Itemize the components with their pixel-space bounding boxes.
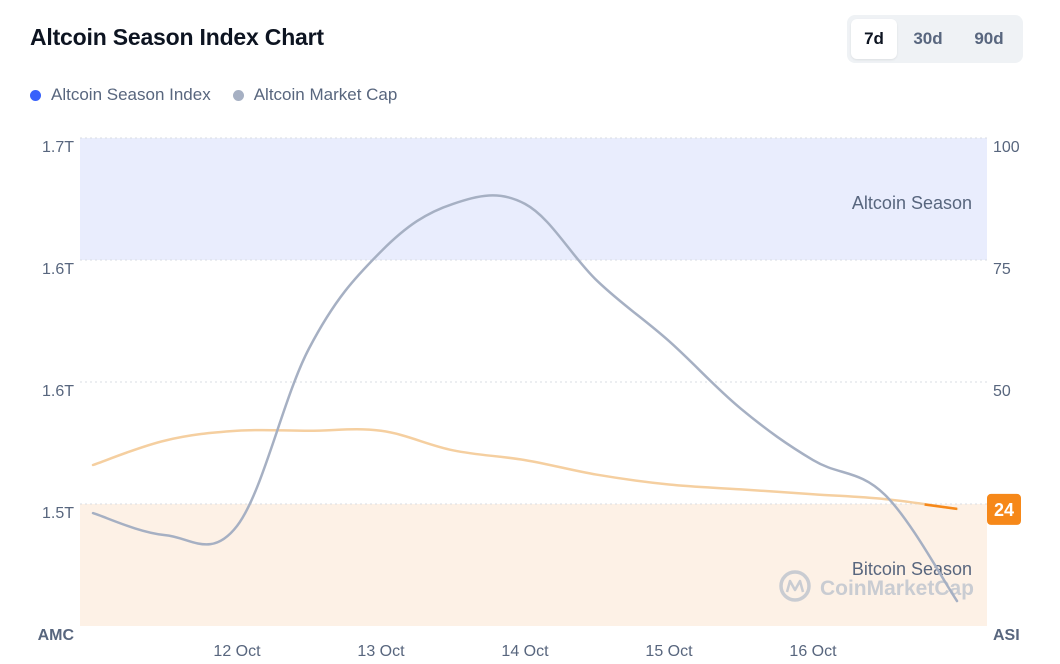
x-axis-tick-label: 16 Oct (789, 643, 837, 660)
x-axis-tick-label: 12 Oct (213, 643, 261, 660)
time-range-toggle: 7d 30d 90d (847, 15, 1023, 63)
coinmarketcap-logo-icon (779, 570, 811, 602)
right-axis-tick-label: 75 (993, 261, 1011, 278)
chart-title: Altcoin Season Index Chart (30, 24, 324, 50)
bitcoin-season-zone-label: Bitcoin Season (852, 559, 972, 579)
left-axis-tick-label: 1.6T (42, 261, 74, 278)
current-value-label: 24 (994, 500, 1014, 520)
right-axis-title: ASI (993, 627, 1020, 644)
bitcoin-season-zone (80, 504, 987, 626)
current-value-badge[interactable]: 24 (987, 493, 1021, 525)
altcoin-season-index-line (91, 427, 959, 511)
x-axis-tick-label: 14 Oct (501, 643, 549, 660)
left-axis-tick-label: 1.5T (42, 505, 74, 522)
altcoin-market-cap-line (91, 194, 959, 603)
watermark-text: CoinMarketCap (820, 577, 974, 600)
left-axis-title: AMC (38, 627, 75, 644)
range-90d-button[interactable]: 90d (974, 29, 1004, 48)
chart-legend: Altcoin Season Index Altcoin Market Cap (30, 85, 397, 105)
left-axis-tick-label: 1.7T (42, 139, 74, 156)
legend-item-altcoin-season-index[interactable]: Altcoin Season Index (30, 85, 211, 105)
legend-label: Altcoin Market Cap (253, 85, 398, 104)
left-axis-tick-label: 1.6T (42, 383, 74, 400)
right-axis-tick-label: 100 (993, 139, 1020, 156)
legend-item-altcoin-market-cap[interactable]: Altcoin Market Cap (232, 85, 398, 105)
x-axis-tick-label: 13 Oct (357, 643, 405, 660)
legend-dot-icon (30, 89, 41, 101)
legend-label: Altcoin Season Index (51, 85, 211, 104)
range-30d-button[interactable]: 30d (913, 29, 943, 48)
altcoin-season-zone-label: Altcoin Season (852, 193, 972, 213)
altcoin-season-zone (80, 138, 987, 260)
current-value-connector (924, 503, 958, 511)
x-axis-tick-label: 15 Oct (645, 643, 693, 660)
right-axis-tick-label: 50 (993, 383, 1011, 400)
range-7d-button[interactable]: 7d (851, 19, 897, 59)
legend-dot-icon (232, 89, 244, 101)
